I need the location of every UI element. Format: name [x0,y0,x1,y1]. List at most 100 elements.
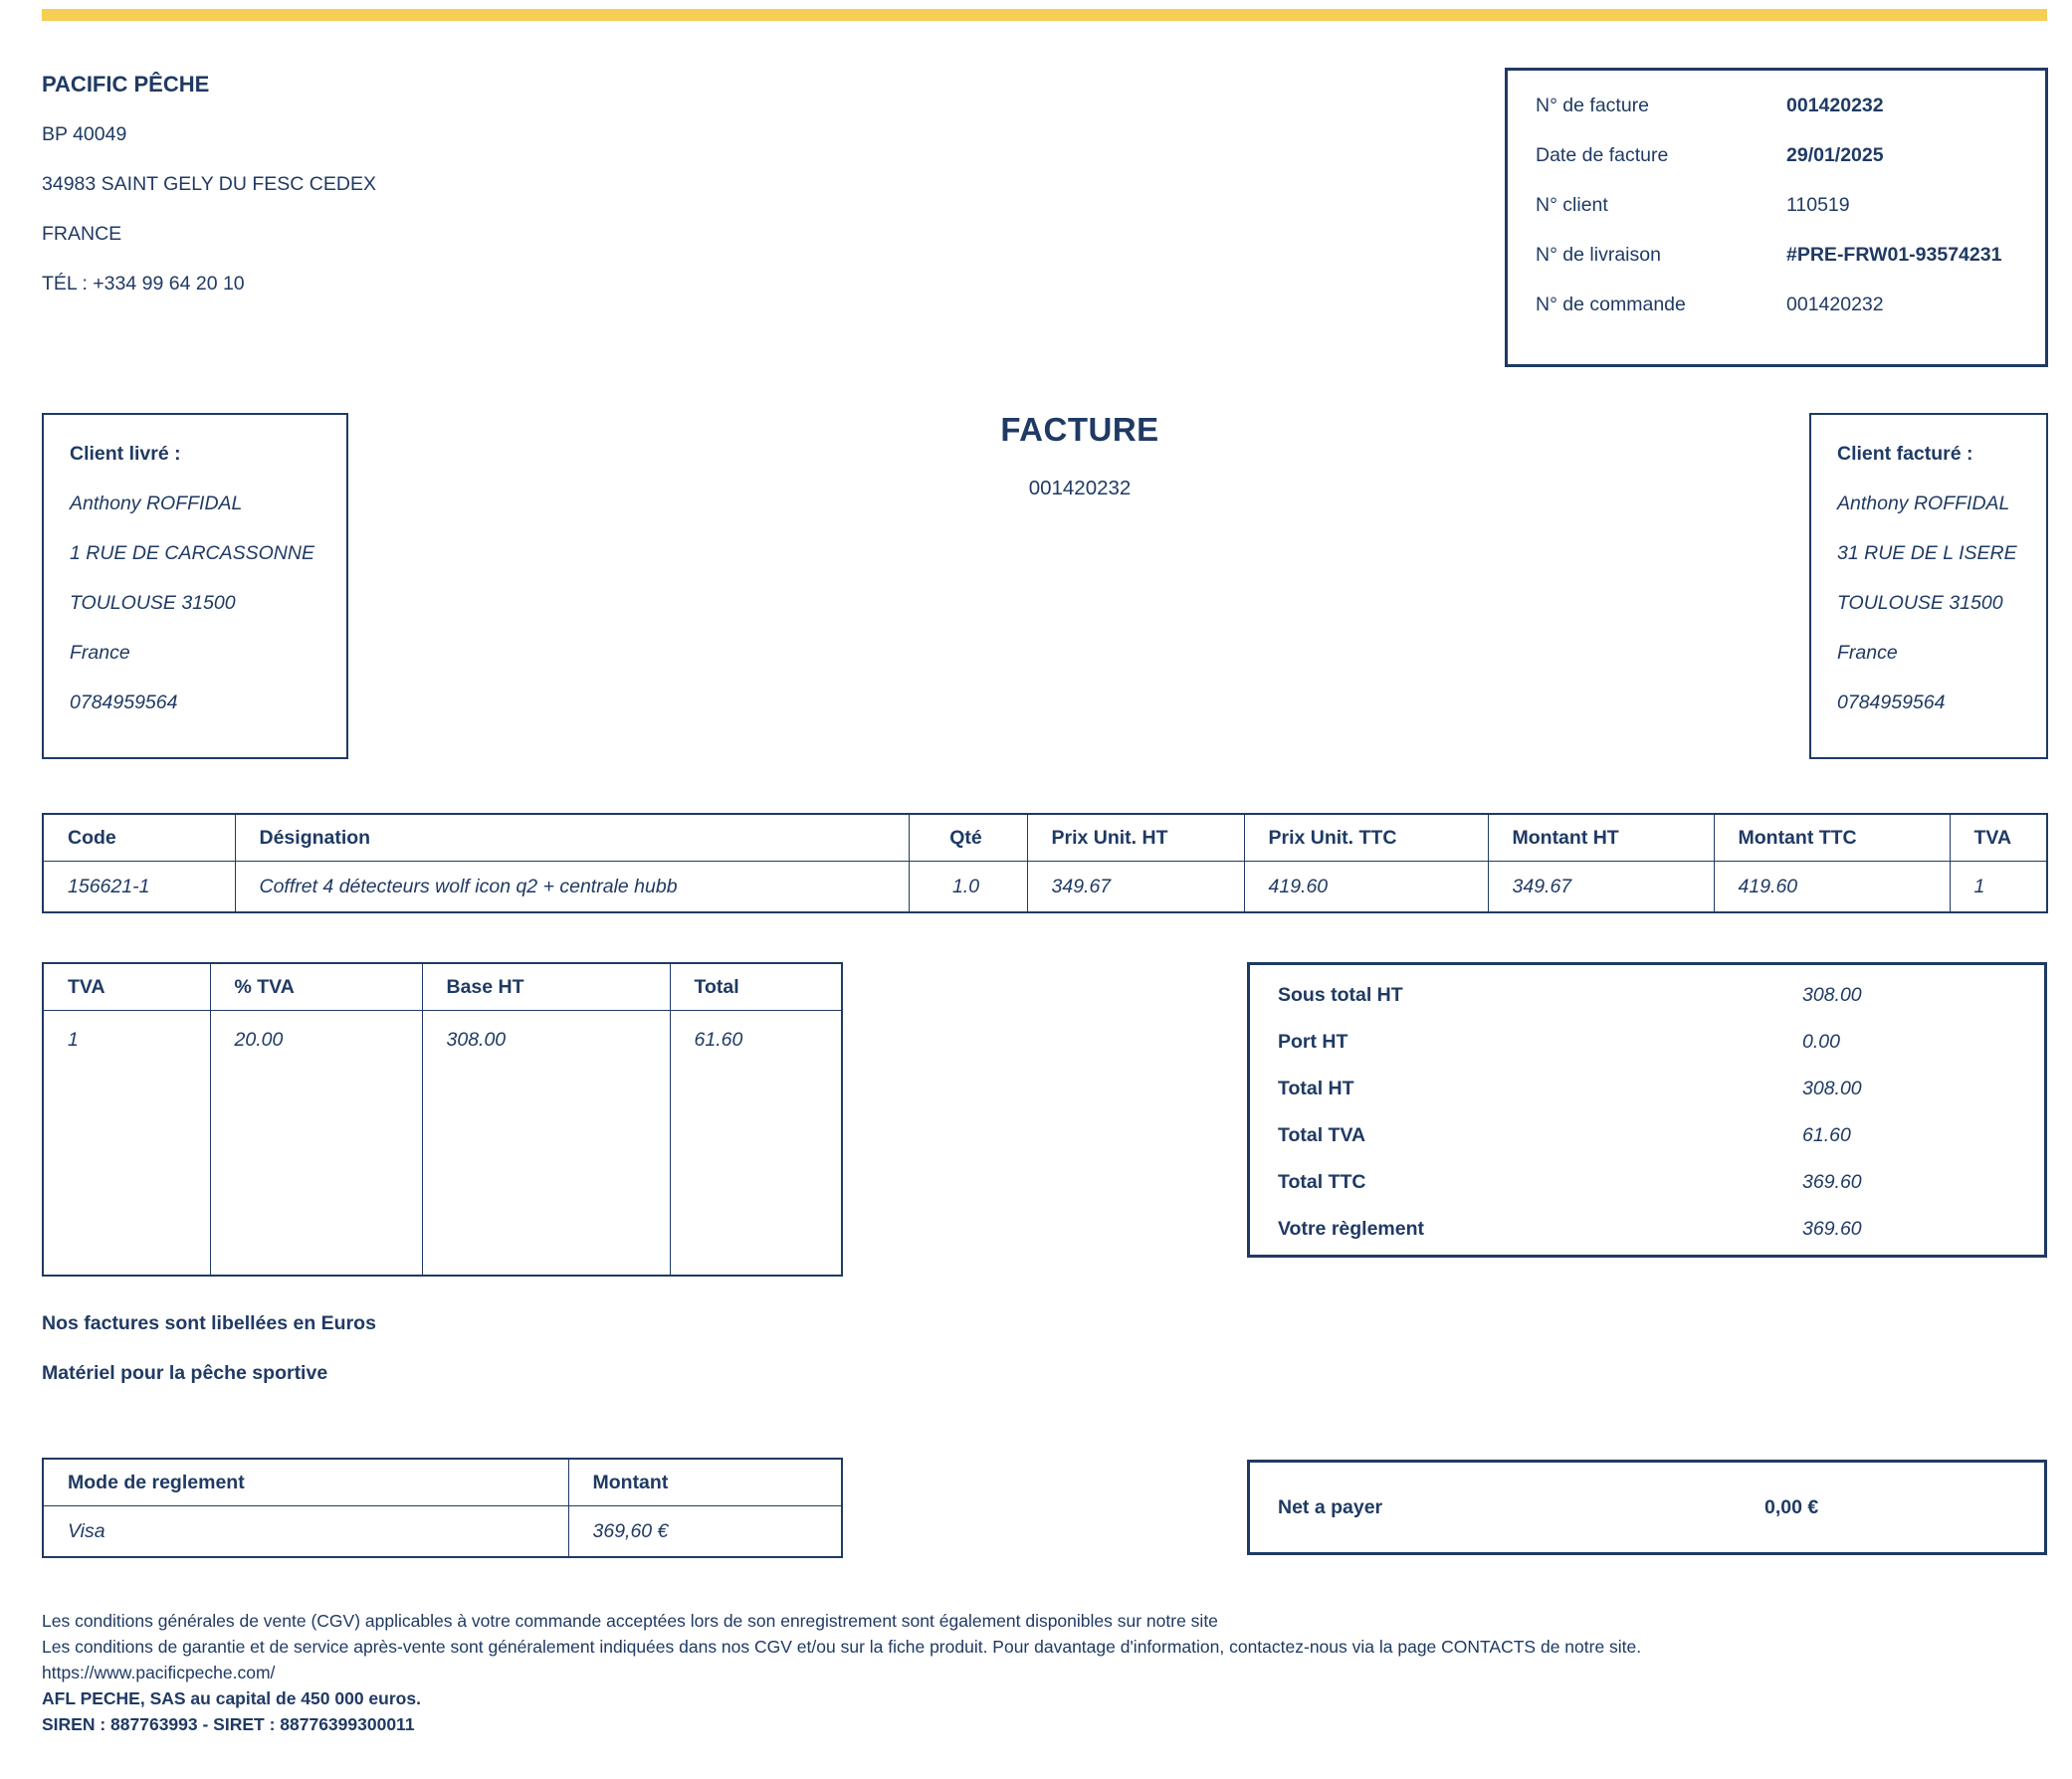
client-delivered-city: TOULOUSE 31500 [70,592,236,614]
total-ht-value: 308.00 [1802,1078,1862,1099]
client-billed-title: Client facturé : [1837,443,1973,465]
client-delivered-street: 1 RUE DE CARCASSONNE [70,542,314,564]
invoice-date-label: Date de facture [1536,143,1669,166]
activity-note: Matériel pour la pêche sportive [42,1362,328,1384]
col-tva: TVA [1949,813,2048,862]
invoice-number-value: 001420232 [1786,94,1884,116]
tva-total: 61.60 [669,1010,843,1277]
order-number-label: N° de commande [1536,293,1686,315]
company-name: PACIFIC PÊCHE [42,72,210,97]
client-delivered-country: France [70,642,130,664]
website-url: https://www.pacificpeche.com/ [42,1663,276,1682]
client-billed-box: Client facturé : Anthony ROFFIDAL 31 RUE… [1809,413,2048,759]
item-code: 156621-1 [42,861,236,913]
payment-received-row: Votre règlement 369.60 [1250,1206,2044,1253]
shipping-ht-label: Port HT [1278,1031,1348,1053]
col-unit-price-ht: Prix Unit. HT [1026,813,1245,862]
invoice-date-row: Date de facture 29/01/2025 [1508,130,2045,180]
subtotal-ht-label: Sous total HT [1278,984,1403,1006]
client-billed-street: 31 RUE DE L ISERE [1837,542,2017,564]
page-title: FACTURE [1000,411,1159,448]
order-number-value: 001420232 [1786,293,1884,315]
client-number-row: N° client 110519 [1508,180,2045,230]
shipping-ht-row: Port HT 0.00 [1250,1019,2044,1066]
client-billed-name: Anthony ROFFIDAL [1837,493,2010,514]
total-ttc-label: Total TTC [1278,1171,1366,1193]
company-address-line: FRANCE [42,223,122,245]
cgv-line: Les conditions générales de vente (CGV) … [42,1611,1218,1631]
total-tva-label: Total TVA [1278,1124,1366,1146]
payment-header-row: Mode de reglement Montant [42,1458,843,1506]
payment-received-label: Votre règlement [1278,1218,1425,1240]
item-row: 156621-1 Coffret 4 détecteurs wolf icon … [42,861,2048,913]
tva-row: 1 20.00 308.00 61.60 [42,1010,843,1277]
client-billed-city: TOULOUSE 31500 [1837,592,2003,614]
client-delivered-title: Client livré : [70,443,181,465]
subtotal-ht-row: Sous total HT 308.00 [1250,972,2044,1019]
order-number-row: N° de commande 001420232 [1508,280,2045,329]
invoice-date-value: 29/01/2025 [1786,143,1884,166]
payment-row: Visa 369,60 € [42,1505,843,1558]
company-address-line: BP 40049 [42,123,127,145]
total-ht-label: Total HT [1278,1078,1354,1099]
total-tva-value: 61.60 [1802,1124,1851,1146]
col-code: Code [42,813,236,862]
delivery-number-value: #PRE-FRW01-93574231 [1786,243,2002,266]
payment-mode-value: Visa [42,1505,569,1558]
client-number-label: N° client [1536,193,1608,216]
company-legal-line: AFL PECHE, SAS au capital de 450 000 eur… [42,1688,421,1708]
item-unit-price-ttc: 419.60 [1243,861,1489,913]
tva-col-base: Base HT [421,962,671,1011]
delivery-number-label: N° de livraison [1536,243,1661,266]
invoice-number-center: 001420232 [1028,477,1132,499]
tva-col-code: TVA [42,962,211,1011]
item-amount-ht: 349.67 [1487,861,1715,913]
client-delivered-phone: 0784959564 [70,692,178,713]
accent-bar [42,9,2047,21]
client-number-value: 110519 [1786,193,1850,216]
company-phone: TÉL : +334 99 64 20 10 [42,273,245,295]
tva-base: 308.00 [421,1010,671,1277]
payment-amount-header: Montant [567,1458,843,1506]
client-billed-phone: 0784959564 [1837,692,1946,713]
net-to-pay-label: Net a payer [1278,1495,1383,1518]
invoice-number-label: N° de facture [1536,94,1650,116]
company-block: PACIFIC PÊCHE BP 40049 34983 SAINT GELY … [42,60,376,308]
net-to-pay-value: 0,00 € [1764,1495,1819,1518]
footer: Les conditions générales de vente (CGV) … [42,1608,2030,1737]
net-to-pay-box: Net a payer 0,00 € [1247,1460,2047,1555]
payment-amount-value: 369,60 € [567,1505,843,1558]
company-address-line: 34983 SAINT GELY DU FESC CEDEX [42,173,376,195]
item-qty: 1.0 [908,861,1028,913]
col-amount-ttc: Montant TTC [1713,813,1951,862]
delivery-number-row: N° de livraison #PRE-FRW01-93574231 [1508,230,2045,280]
client-delivered-name: Anthony ROFFIDAL [70,493,243,514]
items-header-row: Code Désignation Qté Prix Unit. HT Prix … [42,813,2048,862]
total-ttc-value: 369.60 [1802,1171,1862,1193]
warranty-line: Les conditions de garantie et de service… [42,1637,1642,1657]
col-amount-ht: Montant HT [1487,813,1715,862]
client-delivered-box: Client livré : Anthony ROFFIDAL 1 RUE DE… [42,413,348,759]
item-amount-ttc: 419.60 [1713,861,1951,913]
shipping-ht-value: 0.00 [1802,1031,1840,1053]
item-tva: 1 [1949,861,2048,913]
tva-col-rate: % TVA [209,962,423,1011]
invoice-number-row: N° de facture 001420232 [1508,81,2045,130]
tva-code: 1 [42,1010,211,1277]
client-billed-country: France [1837,642,1898,664]
items-table: Code Désignation Qté Prix Unit. HT Prix … [42,813,2048,913]
subtotal-ht-value: 308.00 [1802,984,1862,1006]
siren-siret-line: SIREN : 887763993 - SIRET : 887763993000… [42,1714,415,1734]
tva-rate: 20.00 [209,1010,423,1277]
total-ttc-row: Total TTC 369.60 [1250,1159,2044,1206]
totals-box: Sous total HT 308.00 Port HT 0.00 Total … [1247,962,2047,1258]
item-designation: Coffret 4 détecteurs wolf icon q2 + cent… [234,861,910,913]
payment-received-value: 369.60 [1802,1218,1862,1240]
total-tva-row: Total TVA 61.60 [1250,1112,2044,1159]
col-qty: Qté [908,813,1028,862]
invoice-info-box: N° de facture 001420232 Date de facture … [1505,68,2048,367]
tva-header-row: TVA % TVA Base HT Total [42,962,843,1011]
col-designation: Désignation [234,813,910,862]
tva-table: TVA % TVA Base HT Total 1 20.00 308.00 6… [42,962,843,1277]
